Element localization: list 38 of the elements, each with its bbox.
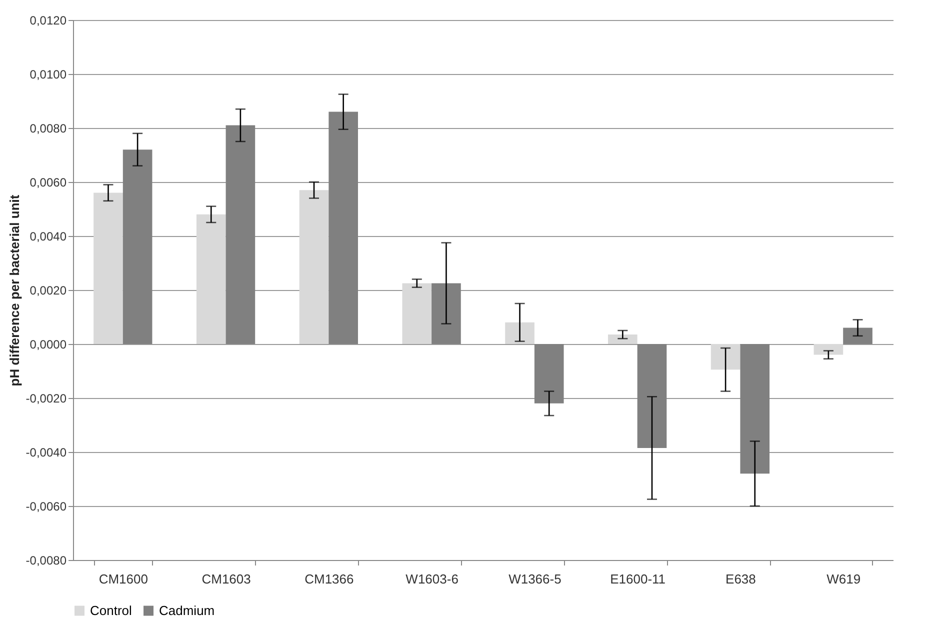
bar: [432, 283, 461, 344]
x-tick-label: CM1603: [202, 572, 251, 586]
bar: [740, 344, 770, 474]
bar: [402, 283, 432, 344]
x-tick-label: CM1366: [304, 572, 354, 586]
y-tick-label: 0,0100: [30, 68, 67, 82]
y-tick-label: 0,0000: [30, 338, 67, 352]
bar: [710, 344, 740, 370]
y-tick-label: 0,0060: [30, 176, 67, 190]
bar: [608, 334, 638, 344]
bar: [843, 328, 872, 344]
bar: [122, 150, 152, 344]
y-tick-label: -0,0040: [26, 446, 67, 460]
y-tick-label: 0,0120: [30, 14, 67, 28]
y-tick-label: 0,0040: [30, 230, 67, 244]
x-tick-label: W619: [826, 572, 861, 586]
bar: [299, 190, 329, 344]
x-tick-label: E638: [726, 572, 756, 586]
y-axis-title: pH difference per bacterial unit: [6, 194, 22, 386]
bar: [226, 125, 256, 344]
y-tick-label: 0,0020: [30, 284, 67, 298]
x-tick-label: CM1600: [98, 572, 148, 586]
y-tick-label: -0,0060: [26, 500, 67, 514]
y-tick-label: 0,0080: [30, 122, 67, 136]
legend-label: Control: [90, 602, 132, 618]
bar: [814, 344, 844, 355]
y-tick-label: -0,0080: [26, 554, 67, 568]
y-tick-label: -0,0020: [26, 392, 67, 406]
x-tick-label: W1603-6: [406, 572, 458, 586]
legend-label: Cadmium: [159, 602, 215, 618]
bar: [505, 322, 534, 344]
bar: [637, 344, 667, 448]
bar: [328, 112, 358, 344]
x-tick-label: W1366-5: [508, 572, 562, 586]
x-tick-label: E1600-11: [610, 572, 666, 586]
bar: [94, 192, 123, 344]
bar: [534, 344, 564, 404]
bar: [196, 214, 226, 344]
